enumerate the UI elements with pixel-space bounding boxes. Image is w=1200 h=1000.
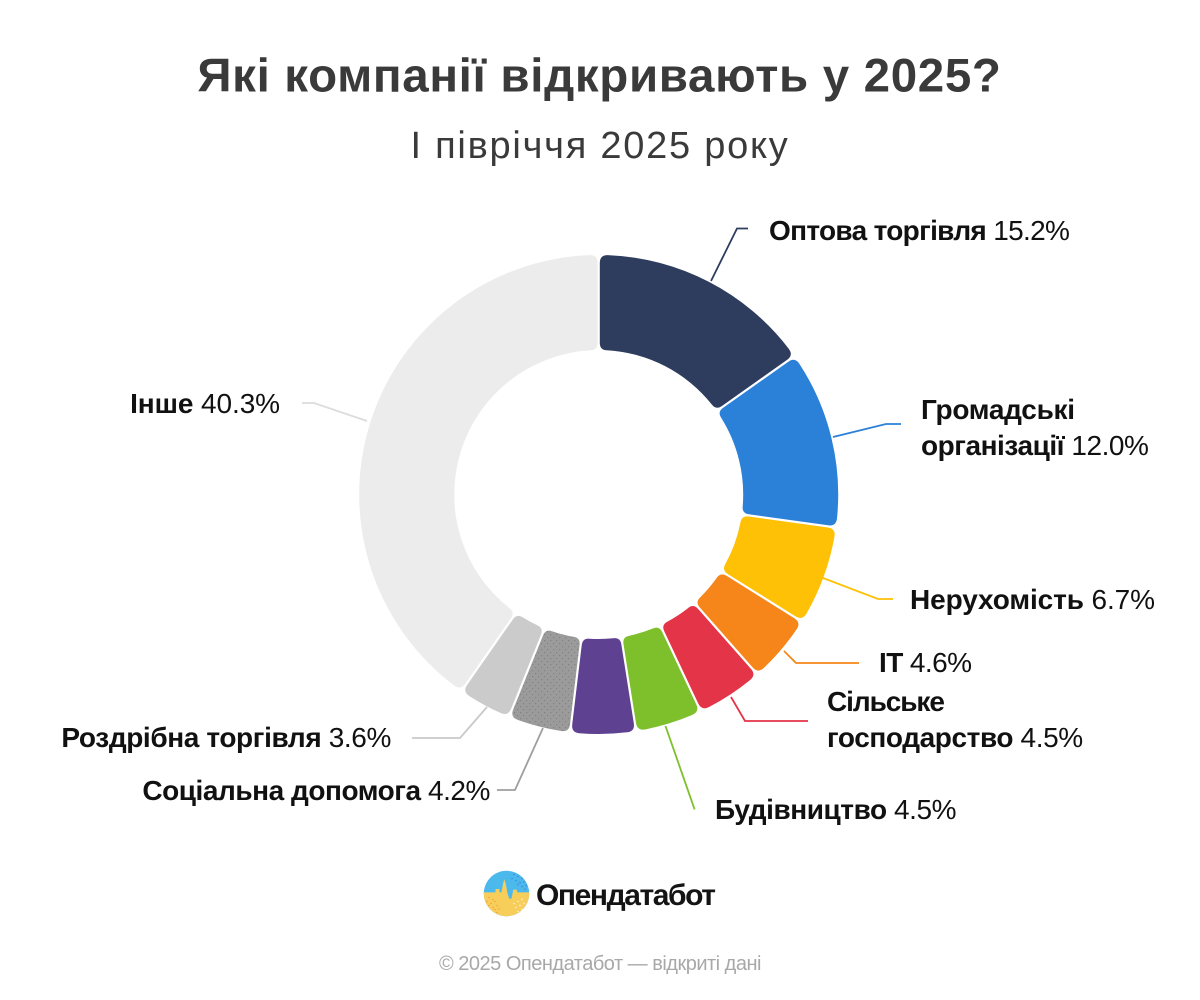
svg-text:Інше 40.3%: Інше 40.3% [130,388,280,419]
svg-text:Громадські: Громадські [921,394,1075,425]
svg-text:Які компанії відкривають у 202: Які компанії відкривають у 2025? [197,49,1001,102]
svg-text:І півріччя 2025 року: І півріччя 2025 року [410,125,789,167]
svg-text:Будівництво 4.5%: Будівництво 4.5% [715,794,956,825]
svg-text:Нерухомість 6.7%: Нерухомість 6.7% [910,584,1155,615]
svg-text:© 2025 Опендатабот — відкриті: © 2025 Опендатабот — відкриті дані [439,953,761,975]
svg-text:організації 12.0%: організації 12.0% [921,430,1148,461]
svg-text:Опендатабот: Опендатабот [536,879,715,912]
svg-text:Сільське: Сільське [827,686,944,717]
svg-text:Оптова торгівля 15.2%: Оптова торгівля 15.2% [769,215,1069,246]
svg-text:Роздрібна торгівля 3.6%: Роздрібна торгівля 3.6% [61,722,391,753]
svg-text:IT 4.6%: IT 4.6% [879,647,971,678]
svg-text:господарство 4.5%: господарство 4.5% [827,722,1083,753]
svg-text:Соціальна допомога 4.2%: Соціальна допомога 4.2% [142,775,490,806]
